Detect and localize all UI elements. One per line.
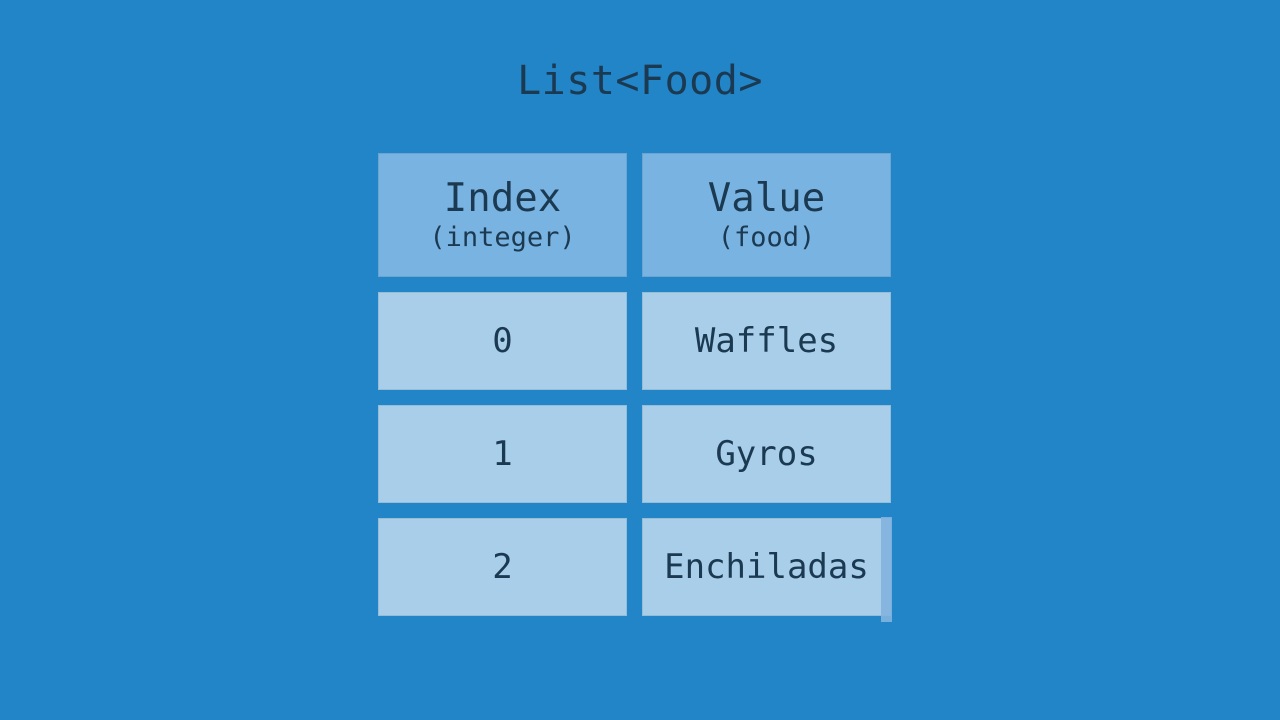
- page-title: List<Food>: [517, 58, 763, 104]
- index-cell-0: 0: [378, 292, 627, 390]
- column-header-value: Value (food): [642, 153, 891, 277]
- list-table: Index (integer) Value (food) 0 Waffles 1…: [378, 153, 891, 616]
- index-cell-2: 2: [378, 518, 627, 616]
- column-header-index: Index (integer): [378, 153, 627, 277]
- value-cell-0: Waffles: [642, 292, 891, 390]
- column-header-index-type: (integer): [429, 222, 576, 253]
- column-header-value-label: Value: [707, 176, 826, 221]
- column-header-value-type: (food): [717, 222, 816, 253]
- value-cell-1: Gyros: [642, 405, 891, 503]
- column-header-index-label: Index: [443, 176, 562, 221]
- value-cell-2: Enchiladas: [642, 518, 891, 616]
- render-artifact-strip: [881, 517, 892, 622]
- index-cell-1: 1: [378, 405, 627, 503]
